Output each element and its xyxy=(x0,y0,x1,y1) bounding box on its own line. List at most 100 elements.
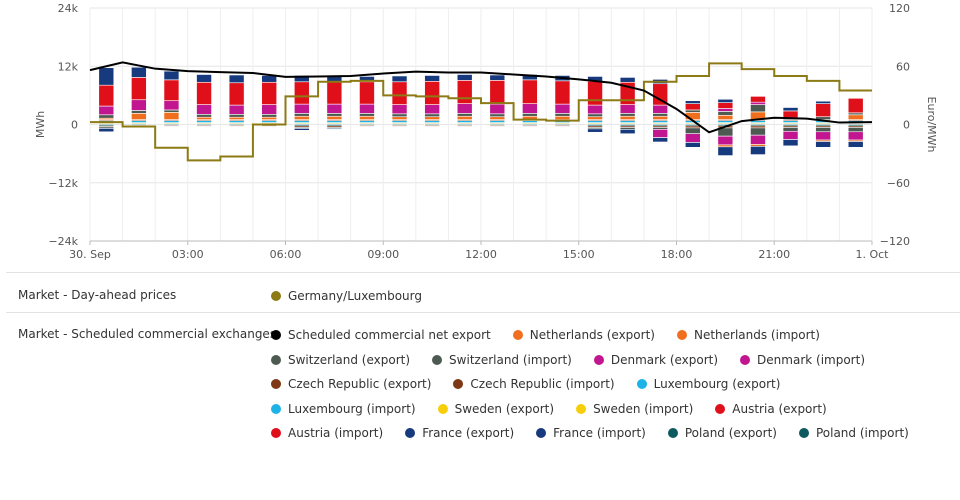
bar-segment-import xyxy=(293,128,310,131)
legend-item[interactable]: Poland (import) xyxy=(798,421,909,446)
bar-segment-export xyxy=(293,103,310,114)
bar-segment-import xyxy=(98,128,115,133)
legend-item[interactable]: Luxembourg (import) xyxy=(271,397,416,422)
bar-segment-import xyxy=(652,137,669,143)
legend-item[interactable]: Austria (import) xyxy=(271,421,383,446)
legend-item-label: Luxembourg (export) xyxy=(653,377,781,392)
legend-item[interactable]: France (import) xyxy=(536,421,646,446)
legend-item[interactable]: Denmark (export) xyxy=(593,348,719,373)
bar-segment-import xyxy=(717,146,734,156)
legend-item-label: Poland (import) xyxy=(815,426,909,441)
legend-item[interactable]: Denmark (import) xyxy=(740,348,865,373)
bar-segment-import xyxy=(326,128,343,130)
legend-item-label: Netherlands (export) xyxy=(529,328,655,343)
legend-group-label: Market - Day-ahead prices xyxy=(18,288,177,302)
bar-segment-export xyxy=(391,116,408,120)
bar-segment-export xyxy=(554,115,571,120)
bar-segment-export xyxy=(196,116,212,120)
bar-segment-import xyxy=(619,129,636,135)
legend-item-label: Czech Republic (import) xyxy=(470,377,615,392)
legend-marker-icon xyxy=(798,428,809,439)
bar-segment-export xyxy=(391,81,408,105)
bar-segment-export xyxy=(424,104,440,115)
bar-segment-export xyxy=(489,103,506,115)
right-y-tick-label: −120 xyxy=(880,235,910,248)
left-y-tick-label: 0 xyxy=(71,119,78,132)
bar-segment-export xyxy=(717,102,734,109)
bar-segment-import xyxy=(196,126,212,128)
bar-segment-export xyxy=(456,115,473,120)
bar-segment-export xyxy=(684,100,701,104)
legend-item[interactable]: France (export) xyxy=(405,421,514,446)
bar-segment-export xyxy=(684,109,701,113)
bar-segment-export xyxy=(196,114,212,118)
x-tick-label: 15:00 xyxy=(563,248,595,261)
bar-segment-export xyxy=(652,115,669,120)
legend-divider xyxy=(6,272,960,273)
legend-item-label: Switzerland (export) xyxy=(288,352,411,367)
legend-item-label: Denmark (export) xyxy=(610,352,719,367)
right-y-tick-label: −60 xyxy=(887,177,910,190)
legend-marker-icon xyxy=(405,428,416,439)
bar-segment-export xyxy=(98,105,115,116)
bar-segment-export xyxy=(619,113,636,117)
right-y-tick-label: 0 xyxy=(903,119,910,132)
price-line xyxy=(90,62,872,162)
legend-item[interactable]: Austria (export) xyxy=(715,397,827,422)
bar-segment-export xyxy=(782,110,799,119)
bar-segment-import xyxy=(782,139,799,147)
legend-item-label: Luxembourg (import) xyxy=(288,401,416,416)
bar-segment-export xyxy=(587,104,603,115)
bar-segment-import xyxy=(261,126,278,128)
legend-marker-icon xyxy=(453,379,464,390)
bar-segment-export xyxy=(163,79,180,102)
bar-segment-import xyxy=(815,141,831,148)
legend-item-label: France (export) xyxy=(422,426,515,441)
bar-segment-export xyxy=(717,114,734,120)
legend-item-label: Germany/Luxembourg xyxy=(288,289,422,304)
legend-marker-icon xyxy=(676,330,687,341)
x-tick-label: 06:00 xyxy=(270,248,302,261)
bar-segment-export xyxy=(522,113,538,117)
bar-segment-export xyxy=(782,107,799,112)
bar-segment-export xyxy=(326,115,343,120)
legend-item[interactable]: Sweden (import) xyxy=(576,397,693,422)
legend-item[interactable]: Netherlands (export) xyxy=(512,323,655,348)
net-export-line xyxy=(89,61,873,134)
right-axis-title: Euro/MWh xyxy=(925,97,938,153)
bar-segment-export xyxy=(652,113,669,117)
bar-segment-export xyxy=(750,101,766,105)
bar-segment-import xyxy=(163,126,180,128)
x-tick-label: 09:00 xyxy=(367,248,399,261)
bar-segment-export xyxy=(554,80,571,105)
bar-segment-export xyxy=(489,113,506,118)
legend-marker-icon xyxy=(271,330,281,341)
stacked-bars xyxy=(98,66,864,156)
legend-item[interactable]: Switzerland (import) xyxy=(432,348,572,373)
bar-segment-export xyxy=(587,116,603,120)
bar-segment-import xyxy=(750,134,766,145)
bar-segment-export xyxy=(293,115,310,120)
bar-segment-export xyxy=(98,84,115,107)
bar-segment-export xyxy=(717,98,734,103)
bar-segment-import xyxy=(391,126,408,128)
legend-marker-icon xyxy=(271,428,281,439)
bar-segment-import xyxy=(228,126,245,128)
legend-item[interactable]: Scheduled commercial net export xyxy=(271,323,491,348)
bar-segment-export xyxy=(228,82,245,106)
bar-segment-import xyxy=(782,127,799,132)
legend-item[interactable]: Sweden (export) xyxy=(437,397,554,422)
legend-item[interactable]: Germany/Luxembourg xyxy=(271,284,422,309)
legend-item[interactable]: Netherlands (import) xyxy=(676,323,820,348)
bar-segment-export xyxy=(456,74,473,81)
legend-item[interactable]: Poland (export) xyxy=(667,421,777,446)
bar-segment-export xyxy=(131,66,147,78)
legend-item[interactable]: Switzerland (export) xyxy=(271,348,410,373)
right-y-tick-label: 60 xyxy=(896,60,910,73)
legend-item[interactable]: Czech Republic (export) xyxy=(271,372,431,397)
legend-item[interactable]: Czech Republic (import) xyxy=(453,372,615,397)
legend-item[interactable]: Luxembourg (export) xyxy=(636,372,781,397)
bar-segment-import xyxy=(424,126,440,128)
bar-segment-export xyxy=(684,103,701,111)
legend-items: Scheduled commercial net export Netherlan… xyxy=(271,323,951,446)
